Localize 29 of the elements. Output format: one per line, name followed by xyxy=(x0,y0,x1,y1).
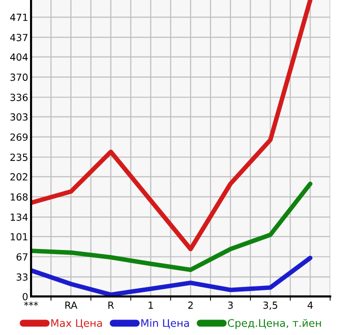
y-tick-label: 168 xyxy=(10,193,28,201)
y-tick-label: 67 xyxy=(16,253,28,261)
y-tick-label: 33 xyxy=(16,273,28,281)
x-tick-label: 4 xyxy=(308,302,313,309)
y-tick-label: 134 xyxy=(10,214,28,221)
legend-label: Min Цена xyxy=(141,318,189,328)
line-series xyxy=(31,182,312,272)
y-tick-label: 235 xyxy=(10,154,28,161)
y-tick-label: 471 xyxy=(10,14,28,21)
y-tick-label: 303 xyxy=(10,113,28,121)
y-tick-label: 437 xyxy=(10,34,28,42)
x-tick-label: 3,5 xyxy=(263,302,278,310)
x-tick-label: 2 xyxy=(188,302,193,309)
y-tick-label: 269 xyxy=(10,133,28,141)
legend-label: Сред.Цена, т.йен xyxy=(228,318,321,329)
y-tick-label: 101 xyxy=(10,233,28,240)
x-tick-label: RA xyxy=(65,302,78,309)
x-tick-label: R xyxy=(108,302,114,309)
x-tick-label: *** xyxy=(24,302,38,306)
legend-label: Max Цена xyxy=(51,319,102,328)
y-tick-label: 0 xyxy=(22,292,28,300)
y-tick-label: 202 xyxy=(10,173,28,181)
y-tick-label: 404 xyxy=(10,53,28,61)
line-series xyxy=(31,0,312,252)
x-tick-label: 3 xyxy=(228,302,233,309)
y-tick-label: 336 xyxy=(10,94,28,102)
x-tick-label: 1 xyxy=(148,302,153,309)
y-tick-label: 370 xyxy=(10,74,28,81)
line-series xyxy=(31,256,312,296)
